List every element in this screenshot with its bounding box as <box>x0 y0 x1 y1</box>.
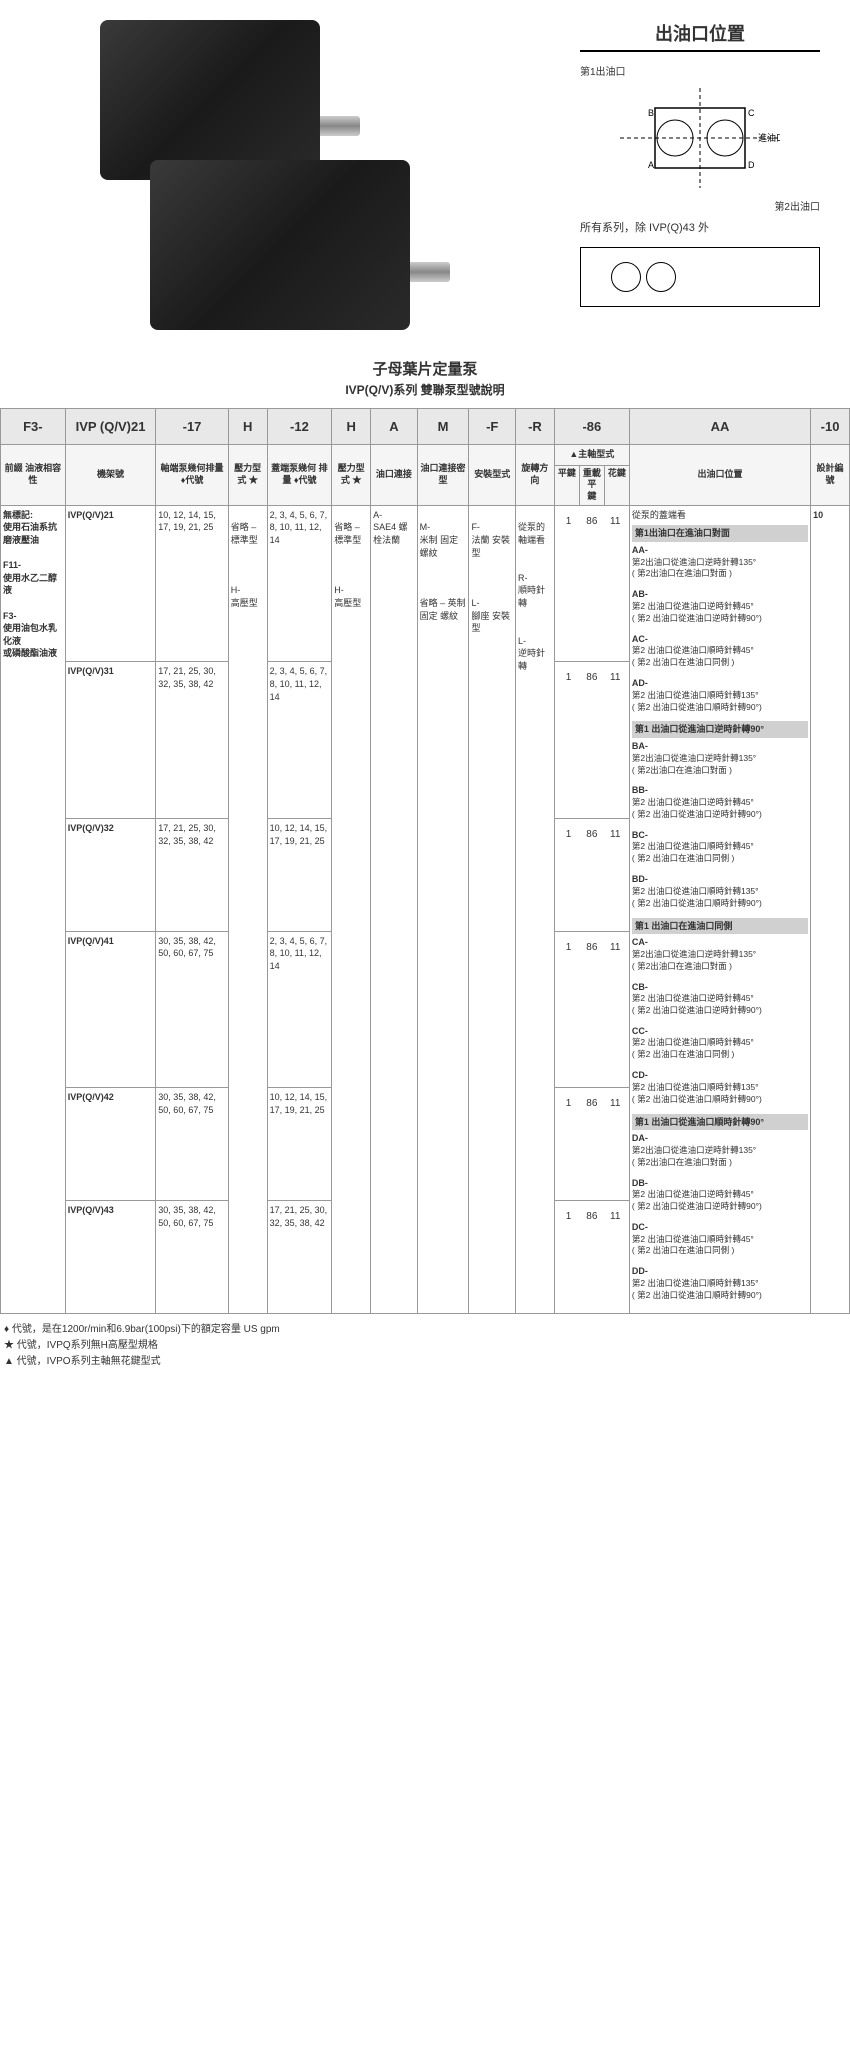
lbl-c10: 旋轉方 向 <box>516 445 555 506</box>
design-cell: 10 <box>811 505 850 1313</box>
table-row: 無標記: 使用石油系抗磨液壓油 F11- 使用水乙二醇液 F3- 使用油包水乳化… <box>1 505 850 662</box>
lbl-c12: 出油口位置 <box>629 445 810 506</box>
hdr-c7: A <box>371 409 418 445</box>
footnote-2: ★ 代號，IVPQ系列無H高壓型規格 <box>4 1338 846 1354</box>
footnote-3: ▲ 代號，IVPO系列主軸無花鍵型式 <box>4 1354 846 1370</box>
disp2: 2, 3, 4, 5, 6, 7, 8, 10, 11, 12, 14 <box>267 505 332 662</box>
compat-cell: 無標記: 使用石油系抗磨液壓油 F11- 使用水乙二醇液 F3- 使用油包水乳化… <box>1 505 66 1313</box>
main-title: 子母葉片定量泵 <box>0 358 850 379</box>
hdr-c11: -86 <box>554 409 629 445</box>
port-diagram-section: 出油口位置 第1出油口 B C A D 進油口 第2出油口 所有系列，除 IVP <box>570 10 830 340</box>
port-cell: A- SAE4 螺栓法蘭 <box>371 505 418 1313</box>
inlet-label: 進油口 <box>758 132 780 143</box>
disp1: 10, 12, 14, 15, 17, 19, 21, 25 <box>156 505 228 662</box>
outlet-cell: 從泵的蓋端看第1出油口在進油口對面AA-第2出油口從進油口逆時針轉135° ( … <box>629 505 810 1313</box>
svg-text:B: B <box>648 108 654 118</box>
mount-cell: F- 法蘭 安裝型 L- 腳座 安裝型 <box>469 505 516 1313</box>
port-diagram-svg: B C A D 進油口 <box>580 88 820 193</box>
hdr-c4: H <box>228 409 267 445</box>
lbl-c3: 軸端泵幾何排量 ♦代號 <box>156 445 228 506</box>
pressure2-cell: 省略 – 標準型 H- 高壓型 <box>332 505 371 1313</box>
label-row: 前綴 油液相容性 機架號 軸端泵幾何排量 ♦代號 壓力型式 ★ 蓋端泵幾何 排量… <box>1 445 850 506</box>
hdr-c1: F3- <box>1 409 66 445</box>
hdr-c9: -F <box>469 409 516 445</box>
hdr-c6: H <box>332 409 371 445</box>
sub-title: IVP(Q/V)系列 雙聯泵型號說明 <box>0 381 850 398</box>
lbl-c8: 油口連接密 型 <box>417 445 469 506</box>
diagram-note: 所有系列，除 IVP(Q)43 外 <box>580 221 820 236</box>
conn-cell: M- 米制 固定螺紋 省略 – 英制固定 螺紋 <box>417 505 469 1313</box>
schematic-diagram <box>580 247 820 307</box>
footnotes: ♦ 代號，是在1200r/min和6.9bar(100psi)下的額定容量 US… <box>0 1314 850 1378</box>
shaft-cell: 18611 <box>554 505 629 662</box>
pump-image-2 <box>150 160 410 330</box>
lbl-c9: 安裝型式 <box>469 445 516 506</box>
lbl-c4: 壓力型式 ★ <box>228 445 267 506</box>
top-section: 出油口位置 第1出油口 B C A D 進油口 第2出油口 所有系列，除 IVP <box>0 0 850 350</box>
port1-label: 第1出油口 <box>580 66 820 80</box>
hdr-c5: -12 <box>267 409 332 445</box>
lbl-c11: ▲主軸型式 平鍵 重載平 鍵 花鍵 <box>554 445 629 506</box>
hdr-c3: -17 <box>156 409 228 445</box>
model-name: IVP(Q/V)21 <box>65 505 156 662</box>
pressure1-cell: 省略 – 標準型 H- 高壓型 <box>228 505 267 1313</box>
lbl-c13: 設計編 號 <box>811 445 850 506</box>
hdr-c12: AA <box>629 409 810 445</box>
model-table: F3- IVP (Q/V)21 -17 H -12 H A M -F -R -8… <box>0 408 850 1314</box>
hdr-c13: -10 <box>811 409 850 445</box>
svg-text:A: A <box>648 160 654 170</box>
pump-images <box>20 10 550 340</box>
hdr-c10: -R <box>516 409 555 445</box>
lbl-c2: 機架號 <box>65 445 156 506</box>
svg-text:C: C <box>748 108 755 118</box>
hdr-c8: M <box>417 409 469 445</box>
pump-image-1 <box>100 20 320 180</box>
footnote-1: ♦ 代號，是在1200r/min和6.9bar(100psi)下的額定容量 US… <box>4 1322 846 1338</box>
lbl-c5: 蓋端泵幾何 排量 ♦代號 <box>267 445 332 506</box>
port2-label: 第2出油口 <box>580 201 820 215</box>
hdr-c2: IVP (Q/V)21 <box>65 409 156 445</box>
rot-cell: 從泵的 軸端看 R- 順時針 轉 L- 逆時針 轉 <box>516 505 555 1313</box>
header-row: F3- IVP (Q/V)21 -17 H -12 H A M -F -R -8… <box>1 409 850 445</box>
lbl-c1: 前綴 油液相容性 <box>1 445 66 506</box>
lbl-c6: 壓力型式 ★ <box>332 445 371 506</box>
svg-text:D: D <box>748 160 755 170</box>
lbl-c7: 油口連接 <box>371 445 418 506</box>
diagram-title: 出油口位置 <box>580 20 820 52</box>
